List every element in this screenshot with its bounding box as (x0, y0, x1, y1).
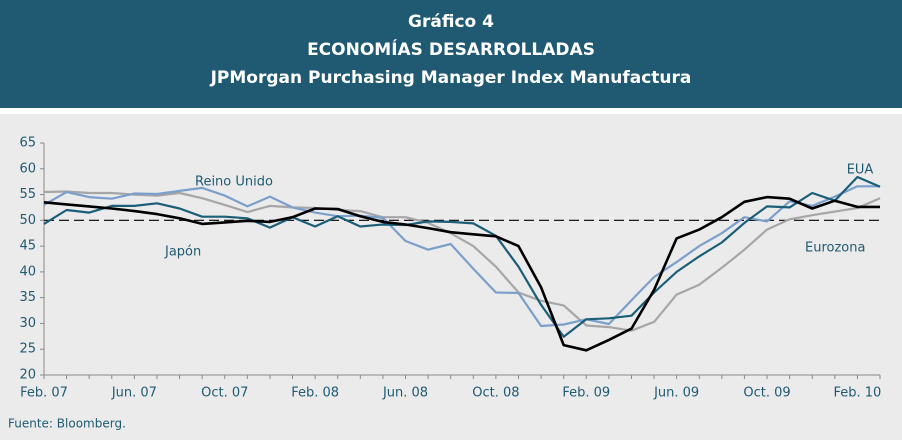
series-line (43, 190, 881, 332)
chart-background (0, 114, 902, 440)
x-tick-label: Feb. 07 (20, 386, 68, 401)
x-tick-label: Oct. 07 (201, 386, 248, 401)
y-tick-label: 50 (19, 213, 36, 228)
y-tick-label: 55 (19, 187, 36, 202)
x-tick-label: Feb. 09 (562, 386, 610, 401)
x-tick-label: Feb. 08 (291, 386, 339, 401)
x-tick-label: Oct. 08 (472, 386, 519, 401)
x-tick-label: Jun. 09 (653, 386, 699, 401)
series-label: Reino Unido (195, 175, 273, 190)
x-tick-label: Jun. 08 (382, 386, 428, 401)
source-note: Fuente: Bloomberg. (8, 417, 126, 431)
series-label: Eurozona (805, 241, 865, 256)
chart-title: Gráfico 4 (408, 12, 494, 32)
y-tick-label: 20 (19, 368, 36, 383)
series-label: EUA (847, 163, 874, 178)
chart-title: JPMorgan Purchasing Manager Index Manufa… (210, 68, 692, 88)
y-tick-label: 40 (19, 264, 36, 279)
y-tick-label: 45 (19, 239, 36, 254)
x-tick-label: Jun. 07 (111, 386, 157, 401)
header-band (0, 0, 902, 108)
series-line (43, 175, 881, 338)
chart-title: ECONOMÍAS DESARROLLADAS (307, 38, 595, 60)
y-tick-label: 60 (19, 161, 36, 176)
series-label: Japón (164, 245, 201, 260)
y-tick-label: 35 (19, 290, 36, 305)
y-tick-label: 25 (19, 342, 36, 357)
y-tick-label: 30 (19, 316, 36, 331)
x-tick-label: Feb. 10 (833, 386, 881, 401)
series-line (43, 185, 880, 328)
y-tick-label: 65 (19, 136, 36, 151)
series-line (43, 195, 880, 352)
x-tick-label: Oct. 09 (743, 386, 790, 401)
